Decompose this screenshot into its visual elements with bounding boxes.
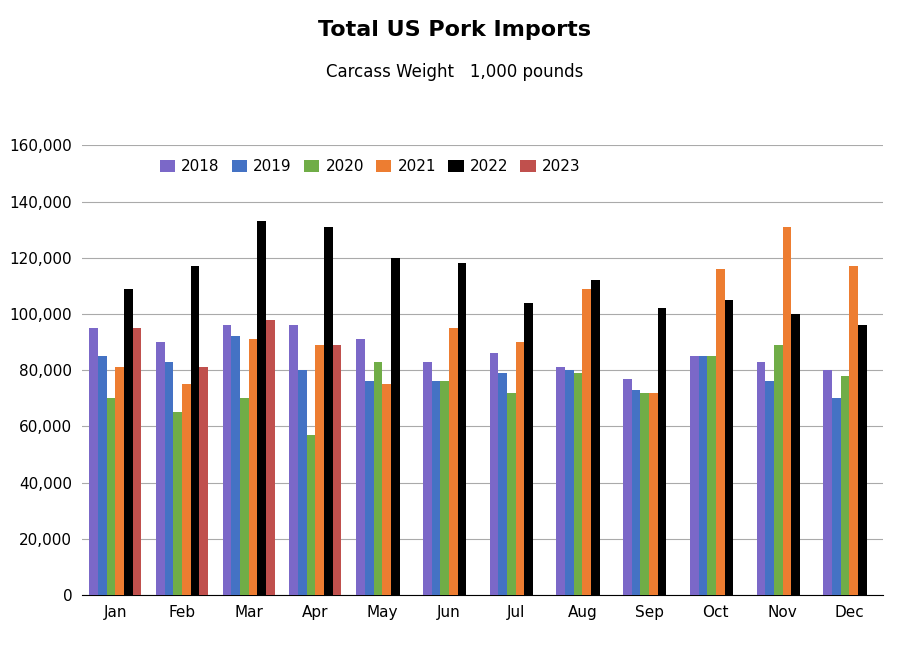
Bar: [89, 328, 98, 595]
Bar: [632, 390, 641, 595]
Bar: [116, 368, 124, 595]
Bar: [316, 345, 324, 595]
Bar: [516, 342, 524, 595]
Bar: [565, 370, 573, 595]
Bar: [324, 227, 333, 595]
Text: Carcass Weight   1,000 pounds: Carcass Weight 1,000 pounds: [327, 63, 583, 81]
Bar: [707, 356, 716, 595]
Bar: [641, 393, 649, 595]
Bar: [449, 328, 458, 595]
Bar: [133, 328, 141, 595]
Bar: [524, 303, 533, 595]
Bar: [649, 393, 658, 595]
Bar: [240, 398, 248, 595]
Bar: [507, 393, 516, 595]
Bar: [106, 398, 116, 595]
Bar: [824, 370, 832, 595]
Bar: [556, 368, 565, 595]
Bar: [156, 342, 165, 595]
Bar: [699, 356, 707, 595]
Bar: [266, 320, 275, 595]
Bar: [333, 345, 341, 595]
Bar: [623, 379, 632, 595]
Bar: [458, 263, 466, 595]
Bar: [248, 339, 258, 595]
Bar: [423, 362, 431, 595]
Bar: [298, 370, 307, 595]
Bar: [391, 258, 399, 595]
Bar: [199, 368, 208, 595]
Bar: [716, 269, 724, 595]
Bar: [690, 356, 699, 595]
Bar: [582, 289, 592, 595]
Bar: [373, 362, 382, 595]
Bar: [165, 362, 173, 595]
Text: Total US Pork Imports: Total US Pork Imports: [318, 20, 592, 40]
Legend: 2018, 2019, 2020, 2021, 2022, 2023: 2018, 2019, 2020, 2021, 2022, 2023: [154, 153, 587, 180]
Bar: [774, 345, 783, 595]
Bar: [173, 412, 182, 595]
Bar: [191, 266, 199, 595]
Bar: [756, 362, 765, 595]
Bar: [792, 314, 800, 595]
Bar: [365, 381, 373, 595]
Bar: [573, 373, 582, 595]
Bar: [307, 435, 316, 595]
Bar: [289, 325, 298, 595]
Bar: [124, 289, 133, 595]
Bar: [356, 339, 365, 595]
Bar: [592, 280, 600, 595]
Bar: [223, 325, 231, 595]
Bar: [841, 375, 849, 595]
Bar: [98, 356, 106, 595]
Bar: [724, 300, 733, 595]
Bar: [658, 308, 666, 595]
Bar: [765, 381, 774, 595]
Bar: [382, 384, 391, 595]
Bar: [490, 353, 499, 595]
Bar: [440, 381, 449, 595]
Bar: [231, 336, 240, 595]
Bar: [499, 373, 507, 595]
Bar: [832, 398, 841, 595]
Bar: [849, 266, 858, 595]
Bar: [858, 325, 866, 595]
Bar: [182, 384, 191, 595]
Bar: [258, 221, 266, 595]
Bar: [431, 381, 440, 595]
Bar: [783, 227, 792, 595]
